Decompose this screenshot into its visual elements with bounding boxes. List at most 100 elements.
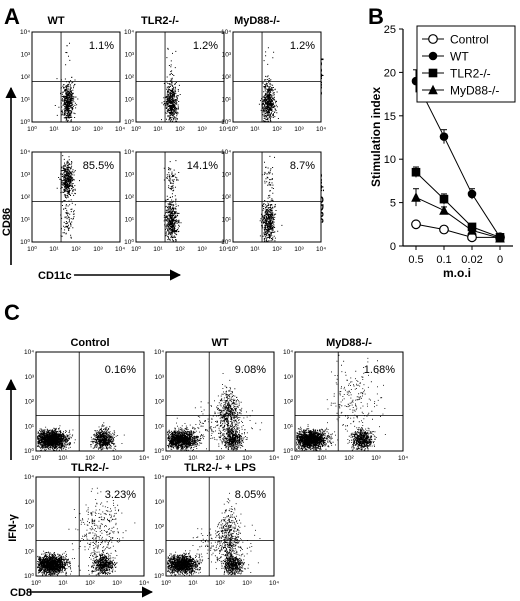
x-tick-label: 10⁰: [228, 125, 238, 133]
legend-label: Control: [450, 33, 489, 47]
x-tick-label: 10⁴: [269, 580, 279, 587]
y-tick-label: 10²: [125, 194, 135, 201]
data-point: [495, 232, 505, 243]
y-tick-label: 10³: [21, 52, 31, 59]
y-tick-label: 10¹: [21, 97, 31, 104]
y-tick-label: 10⁴: [124, 149, 134, 156]
y-tick-label: 10³: [25, 499, 35, 506]
quadrant-percent: 8.7%: [290, 160, 315, 172]
y-tick-label: 10⁰: [154, 447, 164, 455]
plot-frame: [232, 151, 322, 243]
y-tick-label: 10: [384, 154, 396, 166]
y-tick-label: 10⁴: [221, 149, 231, 156]
event-dots: [258, 47, 279, 122]
x-tick-label: 10⁰: [27, 245, 37, 253]
y-tick-label: 10³: [222, 52, 232, 59]
series-MyD88-/-: [411, 188, 505, 243]
y-tick-label: 10⁴: [154, 474, 164, 481]
x-tick-label: 10²: [215, 580, 225, 587]
y-tick-label: 10⁴: [24, 474, 34, 481]
quadrant-percent: 1.1%: [89, 40, 114, 52]
x-tick-label: 10¹: [49, 246, 59, 253]
y-tick-label: 10³: [125, 52, 135, 59]
x-tick-label: 10¹: [49, 126, 59, 133]
x-tick-label: 10⁴: [269, 455, 279, 462]
y-tick-label: 10¹: [21, 217, 31, 224]
y-tick-label: 10⁰: [283, 447, 293, 455]
event-dots: [37, 487, 136, 576]
series-line: [415, 171, 501, 238]
y-tick-label: 10⁰: [20, 118, 30, 126]
y-tick-label: 10³: [222, 172, 232, 179]
plot-title: TLR2-/- + LPS: [184, 462, 256, 474]
x-tick-label: 10³: [197, 246, 207, 253]
x-tick-label: 10¹: [58, 580, 68, 587]
x-tick-label: 10¹: [188, 455, 198, 462]
x-tick-label: 10⁰: [161, 454, 171, 462]
event-dots: [296, 354, 386, 451]
x-tick-label: 10⁴: [219, 246, 229, 253]
x-tick-label: 10²: [215, 455, 225, 462]
y-tick-label: 10⁰: [24, 447, 34, 455]
data-point: [439, 205, 449, 215]
y-tick-label: 10¹: [222, 97, 232, 104]
panel-b-line-chart: Stimulation index m.o.i 0 5 10 15 20 25 0.5 0.1…: [369, 24, 516, 280]
x-tick-label: 10²: [272, 126, 282, 133]
y-tick-label: 10⁰: [24, 572, 34, 580]
x-tick-label: 10³: [242, 580, 252, 587]
x-tick-label: 10²: [85, 455, 95, 462]
legend-marker: [428, 68, 438, 78]
y-tick-label: 10¹: [222, 217, 232, 224]
x-tick-label: 10⁴: [316, 126, 326, 133]
x-tick-label: 10⁰: [131, 245, 141, 253]
y-tick-label: 0: [390, 241, 396, 253]
event-dots: [56, 155, 80, 239]
series-line: [415, 80, 501, 238]
data-point: [411, 167, 421, 177]
quadrant-percent: 8.05%: [235, 489, 266, 501]
y-tick-label: 10³: [155, 499, 165, 506]
x-tick-label: 10¹: [153, 126, 163, 133]
x-tick-label: 10²: [71, 246, 81, 253]
panel-b-legend: Control WT TLR2-/- MyD88-/-: [416, 25, 516, 103]
y-tick-label: 10³: [21, 172, 31, 179]
panel-b-xlabel: m.o.i: [443, 266, 471, 280]
x-tick-label: 10¹: [250, 246, 260, 253]
x-tick-label: 10³: [93, 126, 103, 133]
legend-marker: [428, 84, 438, 95]
x-tick-label: 10¹: [153, 246, 163, 253]
x-tick-label: 10⁴: [115, 246, 125, 253]
data-point: [439, 224, 449, 235]
data-point: [411, 219, 421, 230]
y-tick-label: 10²: [222, 74, 232, 81]
x-tick-label: 10²: [344, 455, 354, 462]
panel-a-col-wt: WT: [47, 15, 64, 27]
plot-frame: [31, 31, 121, 123]
x-tick-label: 10²: [85, 580, 95, 587]
panel-letter-a: A: [4, 4, 20, 29]
legend-marker: [428, 34, 438, 44]
plot-title: WT: [211, 337, 228, 349]
y-tick-label: 10¹: [155, 423, 165, 430]
legend-label: TLR2-/-: [450, 67, 491, 81]
y-tick-label: 10³: [155, 374, 165, 381]
y-tick-label: 5: [390, 198, 396, 210]
event-dots: [163, 160, 182, 242]
y-tick-label: 10⁴: [20, 29, 30, 36]
x-tick-label: 0.5: [408, 254, 423, 266]
x-tick-label: 10³: [93, 246, 103, 253]
y-tick-label: 10⁴: [124, 29, 134, 36]
y-tick-label: 10⁴: [24, 349, 34, 356]
y-tick-label: 10¹: [284, 423, 294, 430]
panel-c-flow-grid: CD8 IFN-γ Control0.16%10⁰10⁰10¹10¹10²10²…: [5, 337, 408, 599]
panel-letter-c: C: [4, 300, 20, 325]
y-tick-label: 10¹: [125, 97, 135, 104]
x-tick-label: 10⁰: [31, 454, 41, 462]
y-tick-label: 10³: [125, 172, 135, 179]
x-tick-label: 10²: [71, 126, 81, 133]
